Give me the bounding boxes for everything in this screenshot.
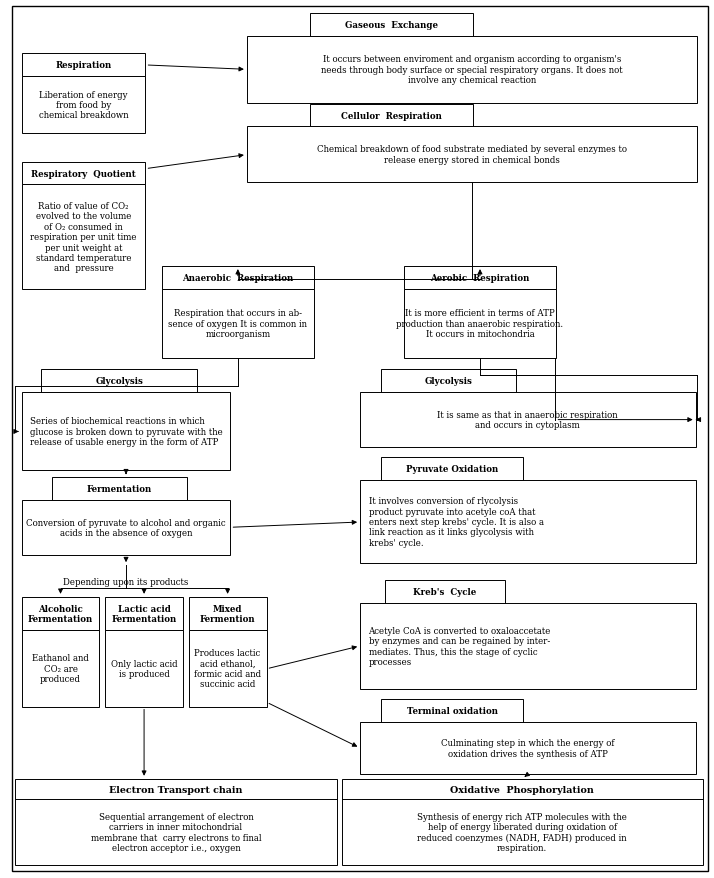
Text: Only lactic acid
is produced: Only lactic acid is produced: [111, 658, 177, 679]
FancyBboxPatch shape: [404, 290, 556, 358]
FancyBboxPatch shape: [21, 500, 231, 555]
Text: Eathanol and
CO₂ are
produced: Eathanol and CO₂ are produced: [32, 654, 89, 683]
Text: Terminal oxidation: Terminal oxidation: [406, 706, 498, 715]
Text: It involves conversion of rlycolysis
product pyruvate into acetyle coA that
ente: It involves conversion of rlycolysis pro…: [368, 497, 543, 547]
FancyBboxPatch shape: [21, 54, 146, 77]
Text: Sequential arrangement of electron
carriers in inner mitochondrial
membrane that: Sequential arrangement of electron carri…: [91, 812, 261, 853]
Text: It is same as that in anaerobic respiration
and occurs in cytoplasm: It is same as that in anaerobic respirat…: [438, 410, 618, 430]
FancyBboxPatch shape: [360, 603, 695, 689]
FancyBboxPatch shape: [360, 722, 695, 774]
Text: Glycolysis: Glycolysis: [425, 377, 473, 385]
FancyBboxPatch shape: [21, 77, 146, 133]
FancyBboxPatch shape: [105, 597, 183, 630]
Text: Gaseous  Exchange: Gaseous Exchange: [346, 21, 438, 30]
FancyBboxPatch shape: [188, 597, 266, 630]
FancyBboxPatch shape: [404, 267, 556, 290]
Text: Ratio of value of CO₂
evolved to the volume
of O₂ consumed in
respiration per un: Ratio of value of CO₂ evolved to the vol…: [30, 202, 137, 273]
Text: Chemical breakdown of food substrate mediated by several enzymes to
release ener: Chemical breakdown of food substrate med…: [317, 145, 627, 165]
Text: Respiration: Respiration: [56, 61, 111, 70]
Text: Electron Transport chain: Electron Transport chain: [109, 785, 243, 794]
Text: Acetyle CoA is converted to oxaloaccetate
by enzymes and can be regained by inte: Acetyle CoA is converted to oxaloaccetat…: [368, 626, 551, 666]
FancyBboxPatch shape: [247, 37, 697, 104]
Text: Synthesis of energy rich ATP molecules with the
help of energy liberated during : Synthesis of energy rich ATP molecules w…: [417, 812, 627, 853]
Text: Culminating step in which the energy of
oxidation drives the synthesis of ATP: Culminating step in which the energy of …: [441, 738, 615, 758]
FancyBboxPatch shape: [21, 392, 231, 471]
FancyBboxPatch shape: [188, 630, 266, 707]
FancyBboxPatch shape: [381, 370, 516, 392]
FancyBboxPatch shape: [360, 480, 695, 564]
Text: Glycolysis: Glycolysis: [96, 377, 144, 385]
FancyBboxPatch shape: [21, 597, 99, 630]
FancyBboxPatch shape: [105, 630, 183, 707]
Text: Anaerobic  Respiration: Anaerobic Respiration: [182, 274, 293, 283]
FancyBboxPatch shape: [311, 104, 473, 127]
FancyBboxPatch shape: [162, 290, 314, 358]
Text: Kreb's  Cycle: Kreb's Cycle: [413, 587, 476, 596]
Text: Respiratory  Quotient: Respiratory Quotient: [31, 169, 136, 178]
Text: Fermentation: Fermentation: [86, 485, 152, 493]
Text: Aerobic  Respiration: Aerobic Respiration: [431, 274, 530, 283]
Text: Produces lactic
acid ethanol,
formic acid and
succinic acid: Produces lactic acid ethanol, formic aci…: [194, 649, 261, 688]
FancyBboxPatch shape: [21, 630, 99, 707]
Text: Lactic acid
Fermentation: Lactic acid Fermentation: [111, 604, 176, 623]
FancyBboxPatch shape: [52, 478, 186, 500]
FancyBboxPatch shape: [360, 392, 695, 448]
FancyBboxPatch shape: [162, 267, 314, 290]
FancyBboxPatch shape: [341, 779, 703, 865]
FancyBboxPatch shape: [385, 580, 505, 603]
Text: Series of biochemical reactions in which
glucose is broken down to pyruvate with: Series of biochemical reactions in which…: [30, 417, 223, 446]
FancyBboxPatch shape: [14, 779, 337, 865]
FancyBboxPatch shape: [247, 127, 697, 183]
FancyBboxPatch shape: [21, 162, 146, 185]
FancyBboxPatch shape: [381, 699, 523, 722]
Text: Liberation of energy
from food by
chemical breakdown: Liberation of energy from food by chemic…: [39, 90, 129, 120]
Text: Conversion of pyruvate to alcohol and organic
acids in the absence of oxygen: Conversion of pyruvate to alcohol and or…: [26, 518, 226, 537]
Text: Mixed
Fermention: Mixed Fermention: [200, 604, 256, 623]
Text: Respiration that occurs in ab-
sence of oxygen It is common in
microorganism: Respiration that occurs in ab- sence of …: [169, 309, 308, 339]
FancyBboxPatch shape: [311, 14, 473, 37]
FancyBboxPatch shape: [381, 457, 523, 480]
Text: It is more efficient in terms of ATP
production than anaerobic respiration.
It o: It is more efficient in terms of ATP pro…: [396, 309, 563, 339]
FancyBboxPatch shape: [21, 185, 146, 290]
FancyBboxPatch shape: [41, 370, 197, 392]
Text: Depending upon its products: Depending upon its products: [64, 578, 188, 587]
Text: Pyruvate Oxidation: Pyruvate Oxidation: [406, 464, 498, 473]
Text: Cellulor  Respiration: Cellulor Respiration: [341, 112, 442, 120]
Text: It occurs between enviroment and organism according to organism's
needs through : It occurs between enviroment and organis…: [321, 55, 623, 85]
Text: Oxidative  Phosphorylation: Oxidative Phosphorylation: [451, 785, 594, 794]
Text: Alcoholic
Fermentation: Alcoholic Fermentation: [28, 604, 93, 623]
